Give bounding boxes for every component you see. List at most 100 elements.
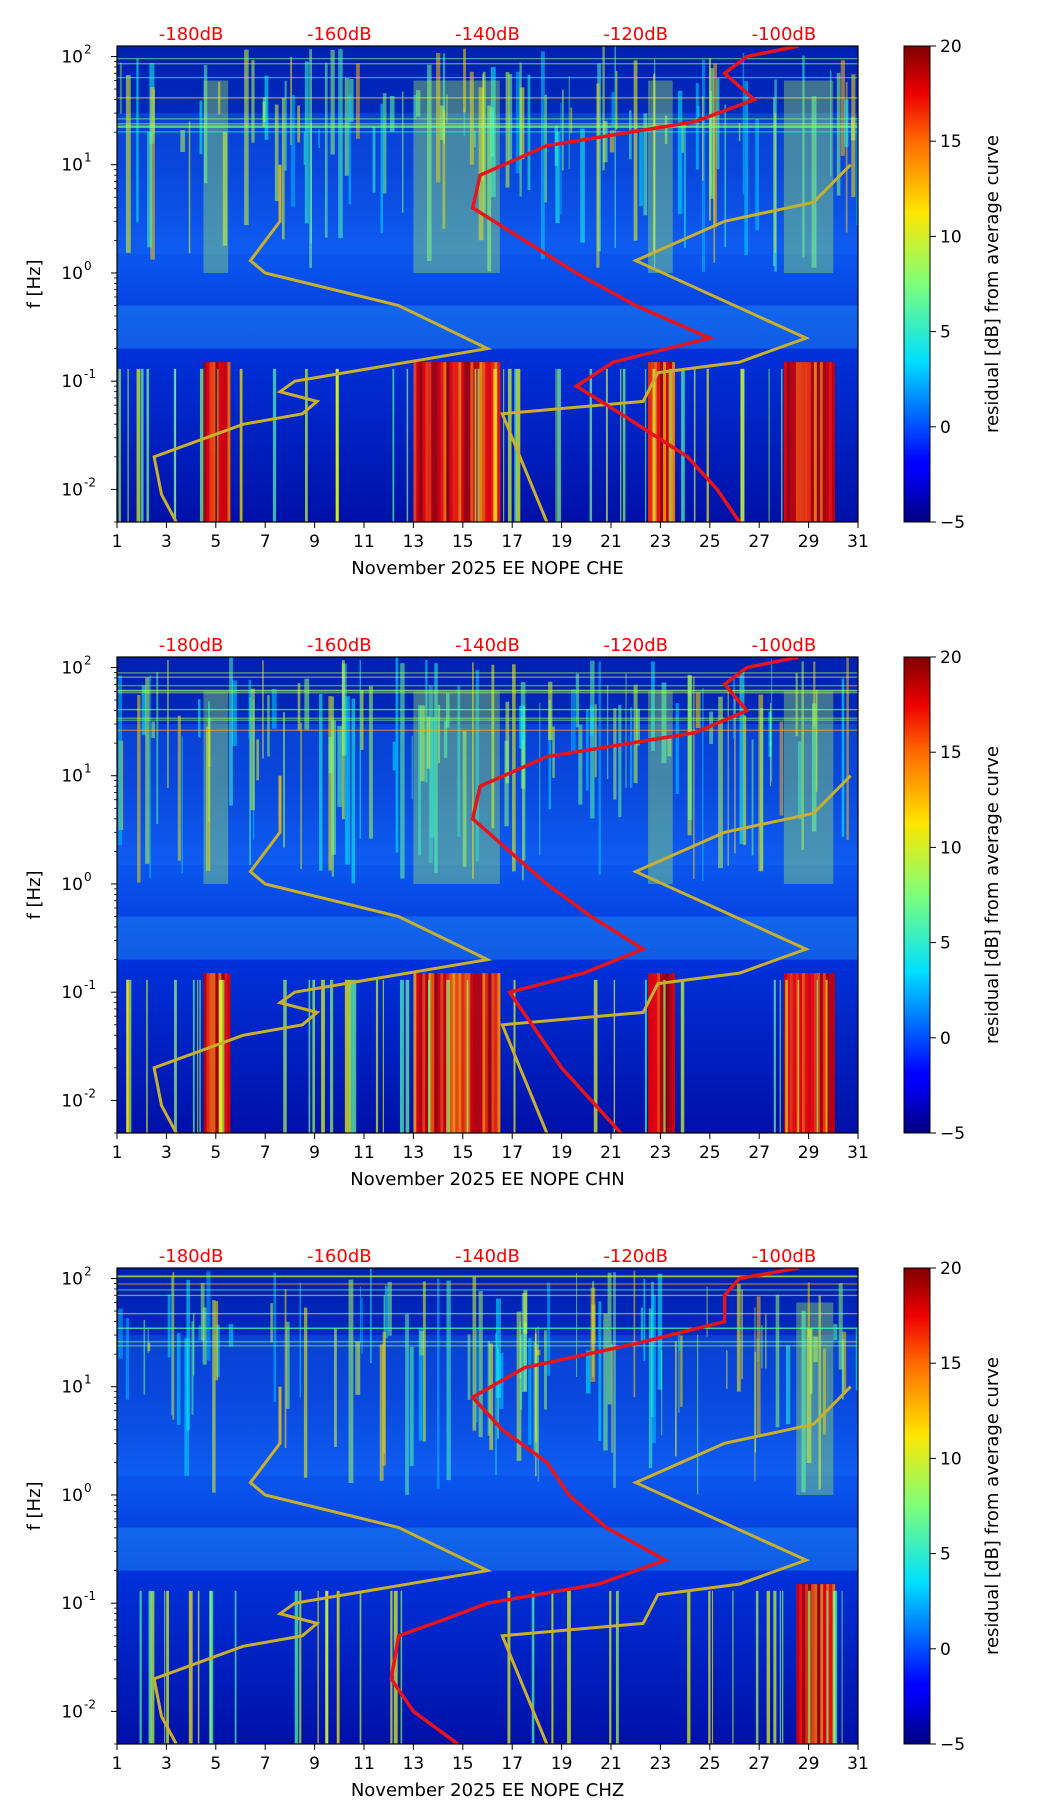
heatmap-streak [167, 1294, 171, 1358]
heatmap-streak [472, 662, 474, 879]
x-tick-label: 29 [798, 532, 820, 552]
y-tick-label: 10 [61, 1091, 83, 1111]
heatmap-cell [786, 973, 790, 1133]
heatmap-cell [221, 362, 225, 522]
heatmap-streak [125, 1318, 130, 1400]
noise-model-high-curve [500, 1385, 852, 1744]
heatmap-streak [406, 368, 409, 522]
heatmap-streak [596, 83, 600, 268]
heatmap-streak [687, 1590, 691, 1744]
x-tick-label: 9 [309, 1754, 320, 1774]
heatmap-streak [636, 708, 641, 746]
heatmap-streak [491, 664, 495, 829]
heatmap-streak [512, 664, 516, 872]
heatmap-cell [810, 973, 814, 1133]
db-axis-label: -120dB [603, 24, 668, 45]
heatmap-streak [321, 979, 325, 1133]
heatmap-streak [603, 1313, 608, 1451]
y-tick-exponent: 0 [84, 1481, 92, 1495]
heatmap-cell [804, 973, 808, 1133]
colorbar-label: residual [dB] from average curve [982, 746, 1003, 1044]
heatmap-streak [609, 130, 615, 153]
x-axis-label: November 2025 EE NOPE CHE [351, 558, 623, 579]
heatmap-streak [222, 131, 228, 246]
heatmap-cell [817, 1584, 821, 1744]
heatmap-streak [150, 87, 155, 260]
heatmap-streak [620, 368, 622, 522]
heatmap-streak [741, 1289, 743, 1379]
heatmap-cell [657, 973, 661, 1133]
heatmap-streak [192, 1312, 195, 1376]
heatmap-cell [792, 973, 796, 1133]
heatmap-streak [120, 62, 122, 114]
heatmap-streak [273, 1272, 277, 1403]
heatmap-cell [212, 973, 216, 1133]
heatmap-streak [469, 71, 474, 165]
heatmap-streak [436, 52, 441, 183]
heatmap-streak [751, 739, 754, 856]
heatmap-streak [575, 673, 580, 728]
heatmap-streak [570, 689, 576, 754]
colorbar-tick-label: 0 [940, 418, 951, 438]
heatmap-streak [147, 131, 152, 248]
heatmap-streak [475, 669, 480, 862]
heatmap-area [117, 657, 858, 1133]
heatmap-cell [783, 362, 787, 522]
heatmap-streak [482, 71, 486, 214]
heatmap-streak [633, 684, 638, 784]
heatmap-streak [813, 1336, 818, 1363]
colorbar-tick-label: 5 [940, 934, 951, 954]
heatmap-streak [409, 1346, 414, 1466]
heatmap-streak [560, 102, 562, 215]
heatmap-streak [773, 979, 776, 1133]
y-tick-label: 10 [61, 47, 83, 67]
heatmap-cell [654, 362, 658, 522]
heatmap-streak [368, 686, 373, 839]
heatmap-streak [732, 1590, 734, 1744]
x-tick-label: 7 [260, 1143, 271, 1163]
psd-curve [470, 657, 800, 1133]
heatmap-streak [709, 711, 714, 744]
heatmap-streak [640, 1307, 643, 1343]
heatmap-cell [497, 362, 501, 522]
x-tick-label: 17 [501, 532, 523, 552]
heatmap-line [117, 672, 858, 674]
heatmap-streak [768, 368, 770, 522]
heatmap-streak [393, 1590, 398, 1744]
heatmap-streak [774, 112, 777, 253]
y-tick-exponent: 2 [84, 42, 92, 56]
heatmap-streak [590, 660, 595, 819]
heatmap-streak [283, 712, 285, 848]
heatmap-streak [467, 1334, 471, 1400]
heatmap-streak [607, 1272, 612, 1405]
heatmap-cell [488, 973, 492, 1133]
heatmap-streak [773, 1590, 777, 1744]
x-tick-label: 7 [260, 1754, 271, 1774]
heatmap-streak [833, 1324, 838, 1341]
heatmap-cell [828, 362, 832, 522]
heatmap-cell [227, 973, 231, 1133]
heatmap-streak [284, 1288, 287, 1448]
heatmap-streak [643, 113, 648, 216]
heatmap-streak [474, 368, 477, 522]
heatmap-streak [445, 693, 450, 728]
heatmap-streak [335, 368, 339, 522]
heatmap-cell [820, 1584, 824, 1744]
db-axis-label: -180dB [159, 24, 224, 45]
heatmap-cell [672, 973, 676, 1133]
heatmap-cell [485, 973, 489, 1133]
colorbar-tick-label: 15 [940, 743, 962, 763]
x-tick-label: 23 [650, 1754, 672, 1774]
heatmap-streak [328, 696, 333, 871]
x-tick-label: 19 [551, 1754, 573, 1774]
heatmap-streak [249, 697, 251, 866]
heatmap-line [117, 1276, 858, 1278]
heatmap-streak [816, 979, 818, 1133]
heatmap-streak [826, 1590, 828, 1744]
heatmap-streak [146, 368, 150, 522]
heatmap-streak [325, 1590, 329, 1744]
heatmap-streak [531, 1590, 535, 1744]
heatmap-streak [833, 1590, 838, 1744]
heatmap-cell [464, 362, 468, 522]
heatmap-cell [464, 973, 468, 1133]
